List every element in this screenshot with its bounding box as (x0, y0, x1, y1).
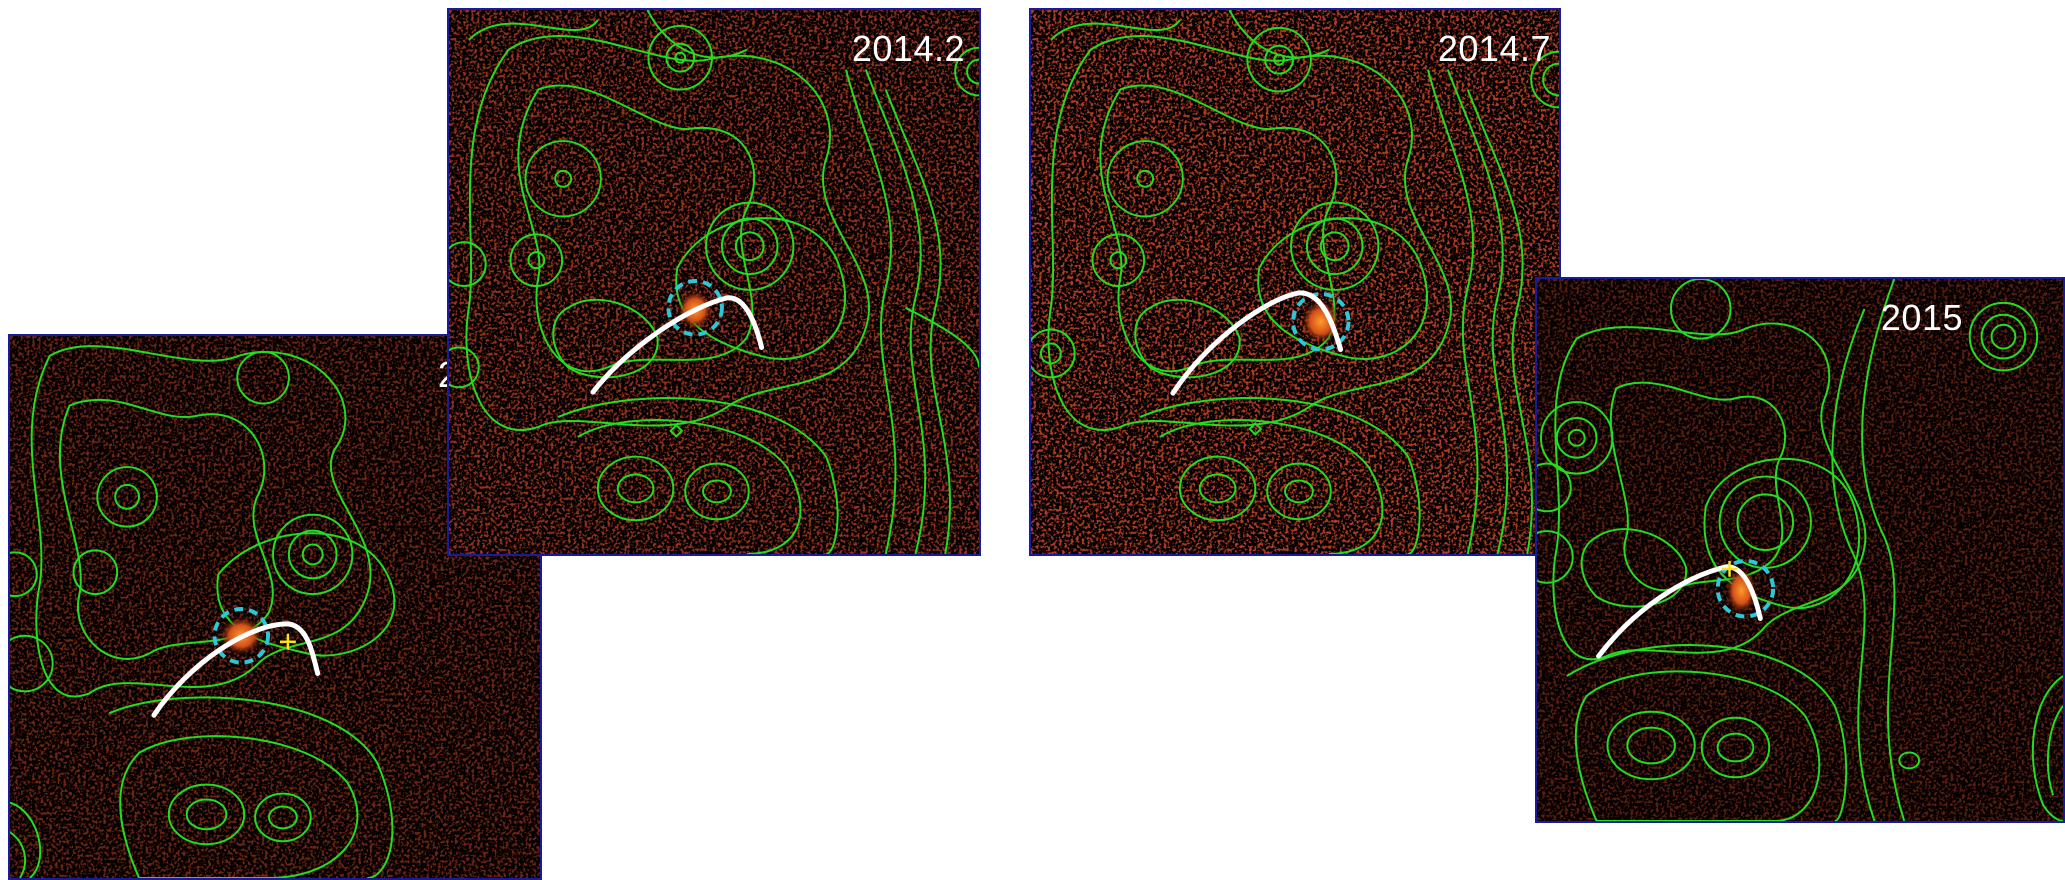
epoch-label: 2014.2 (851, 28, 965, 69)
trajectory-2014-2 (590, 295, 765, 395)
epoch-label: 2014.7 (1437, 28, 1551, 69)
panel-2015: 2015 (1535, 277, 2065, 823)
contours-2013 (10, 345, 540, 878)
field-image-2015 (1537, 279, 2063, 821)
contours-2014-2 (449, 10, 979, 554)
cross-marker-2013 (279, 633, 296, 650)
cross-marker-2015 (1721, 560, 1738, 577)
field-image-2014-2 (449, 10, 979, 554)
panel-2014-7: 2014.7 (1029, 8, 1561, 556)
source-2015 (1715, 558, 1776, 619)
source-2014-7 (1291, 291, 1351, 352)
contours-2014-7 (1031, 10, 1559, 554)
panel-2014-2: 2014.2 (447, 8, 981, 556)
field-image-2014-7 (1031, 10, 1559, 554)
trajectory-2015 (1596, 564, 1763, 659)
epoch-label: 2015 (1880, 297, 1963, 338)
trajectory-2013 (151, 621, 321, 718)
trajectory-2014-7 (1170, 290, 1344, 396)
